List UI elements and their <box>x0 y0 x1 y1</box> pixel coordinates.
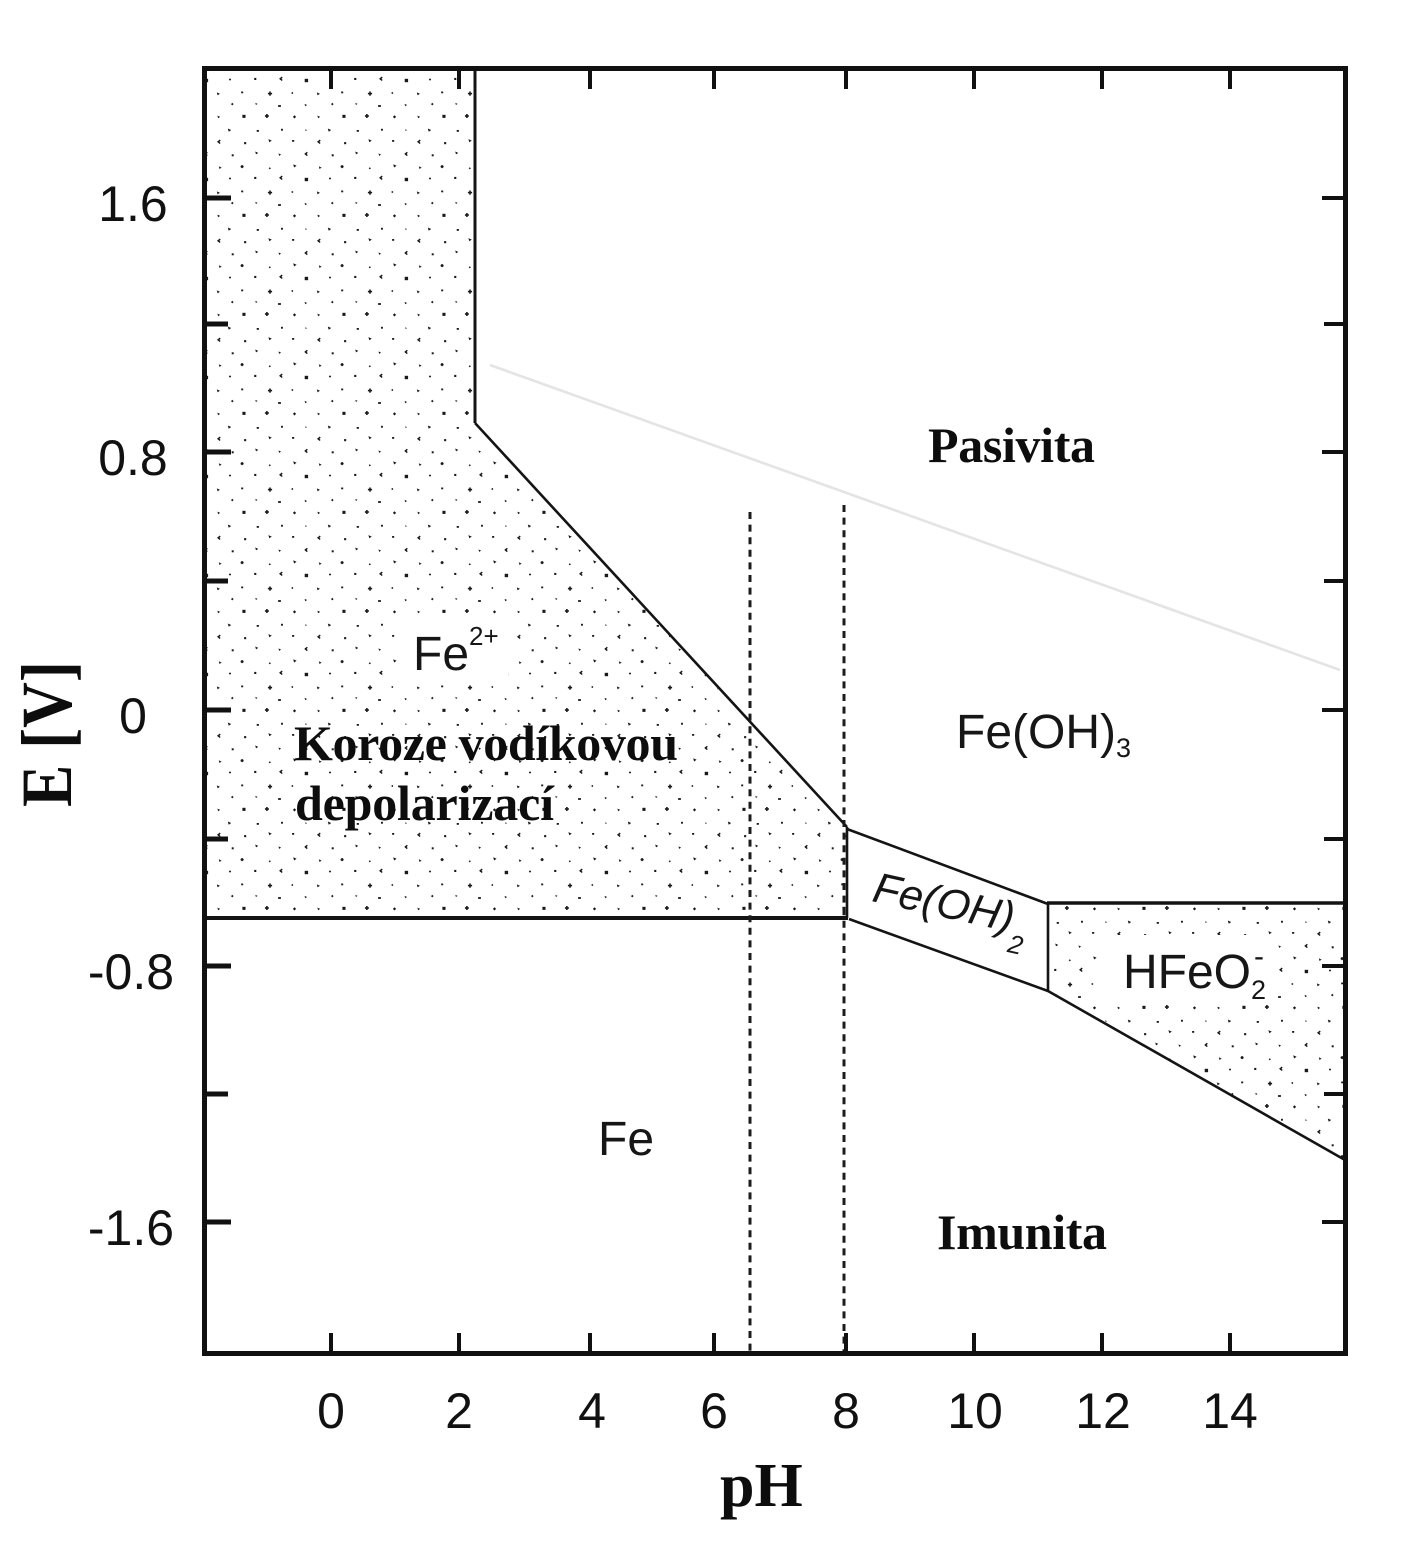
svg-text:depolarizací: depolarizací <box>295 775 555 831</box>
svg-text:Fe(OH)3: Fe(OH)3 <box>956 706 1131 763</box>
svg-text:8: 8 <box>832 1383 860 1439</box>
svg-text:12: 12 <box>1075 1383 1131 1439</box>
svg-text:-1.6: -1.6 <box>88 1200 174 1256</box>
svg-text:Fe: Fe <box>598 1113 654 1166</box>
svg-text:0: 0 <box>119 688 147 744</box>
svg-text:Koroze vodíkovou: Koroze vodíkovou <box>294 715 678 771</box>
svg-text:6: 6 <box>700 1383 728 1439</box>
svg-text:-0.8: -0.8 <box>88 944 174 1000</box>
svg-text:0.8: 0.8 <box>98 430 168 486</box>
svg-text:pH: pH <box>720 1452 803 1520</box>
svg-text:E [V]: E [V] <box>7 661 87 807</box>
svg-text:HFeO2-: HFeO2- <box>1123 940 1266 1005</box>
svg-text:0: 0 <box>317 1383 345 1439</box>
svg-text:Imunita: Imunita <box>937 1204 1107 1260</box>
svg-text:10: 10 <box>947 1383 1003 1439</box>
svg-text:1.6: 1.6 <box>98 176 168 232</box>
svg-text:2: 2 <box>445 1383 473 1439</box>
svg-text:4: 4 <box>578 1383 606 1439</box>
svg-text:14: 14 <box>1202 1383 1258 1439</box>
svg-text:Pasivita: Pasivita <box>928 417 1095 473</box>
